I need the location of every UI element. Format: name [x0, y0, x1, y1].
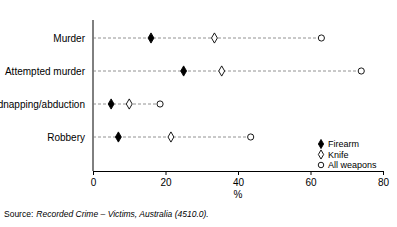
- x-tick-label: 0: [91, 177, 97, 188]
- x-tick: 0: [91, 171, 97, 188]
- y-tick-label: Robbery: [47, 132, 85, 143]
- x-tick-label: 80: [378, 177, 390, 188]
- dot: [157, 101, 163, 107]
- y-tick: Robbery: [47, 132, 85, 143]
- dot: [168, 132, 174, 142]
- legend: FirearmKnifeAll weapons: [318, 139, 377, 170]
- dot: [181, 66, 187, 76]
- y-tick: Murder: [53, 33, 85, 44]
- x-tick-mark: [238, 171, 239, 175]
- dot-connector: [93, 71, 361, 72]
- x-tick-label: 40: [233, 177, 245, 188]
- source-label: Source:: [4, 209, 33, 219]
- dot: [211, 33, 217, 43]
- x-axis-line: [94, 172, 384, 176]
- x-tick-label: 20: [160, 177, 172, 188]
- y-tick-label: Attempted murder: [5, 66, 86, 77]
- x-tick-label: 60: [305, 177, 317, 188]
- legend-label: Firearm: [328, 139, 359, 149]
- dot: [318, 35, 324, 41]
- dot: [248, 134, 254, 140]
- dot: [358, 68, 364, 74]
- dot: [108, 99, 114, 109]
- dot: [219, 66, 225, 76]
- plot-area: [93, 33, 364, 142]
- y-tick-label: Murder: [53, 33, 85, 44]
- legend-marker: [318, 139, 323, 148]
- source-note: Source:Recorded Crime – Victims, Austral…: [4, 209, 209, 219]
- dot: [115, 132, 121, 142]
- y-tick: Kidnapping/abduction: [0, 99, 85, 110]
- x-tick-mark: [166, 171, 167, 175]
- dot: [148, 33, 154, 43]
- legend-marker: [318, 150, 323, 159]
- x-tick-mark: [93, 171, 94, 175]
- x-axis: 0 20 40 60 80: [91, 171, 390, 188]
- chart: 0 20 40 60 80 Murder Attempted murder Kidnappin…: [0, 0, 397, 227]
- dot: [126, 99, 132, 109]
- y-axis-line: [93, 20, 94, 171]
- y-tick: Attempted murder: [5, 66, 86, 77]
- legend-marker: [318, 162, 324, 168]
- source-text: Recorded Crime – Victims, Australia (451…: [36, 209, 208, 219]
- x-tick: 60: [305, 171, 317, 188]
- x-tick-mark: [311, 171, 312, 175]
- x-tick: 80: [378, 171, 390, 188]
- legend-label: Knife: [328, 150, 349, 160]
- y-axis: Murder Attempted murder Kidnapping/abducti…: [0, 20, 93, 171]
- y-tick-label: Kidnapping/abduction: [0, 99, 85, 110]
- x-tick: 40: [233, 171, 245, 188]
- dot-connector: [93, 38, 321, 39]
- legend-label: All weapons: [328, 160, 377, 170]
- x-tick: 20: [160, 171, 172, 188]
- x-axis-title: %: [234, 189, 243, 200]
- x-tick-mark: [383, 171, 384, 175]
